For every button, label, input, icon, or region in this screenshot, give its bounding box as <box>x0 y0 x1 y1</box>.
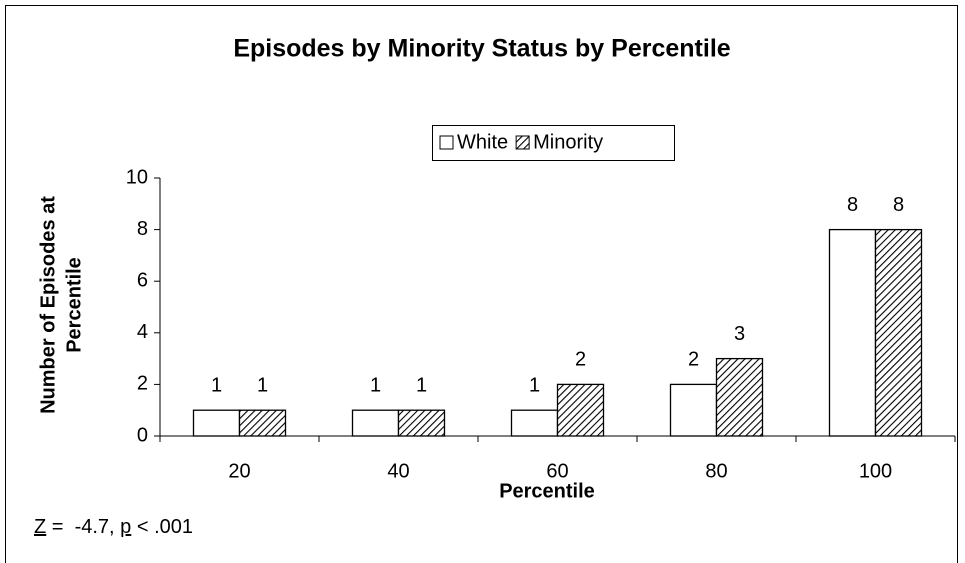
y-tick-label: 6 <box>137 269 148 291</box>
annotation: Z = -4.7, p < .001 <box>34 516 193 538</box>
data-label: 1 <box>529 374 540 396</box>
x-tick-label: 40 <box>387 460 409 482</box>
data-label: 1 <box>416 374 427 396</box>
annotation-part: p <box>120 516 131 538</box>
chart-title: Episodes by Minority Status by Percentil… <box>233 35 730 63</box>
x-tick-label: 20 <box>228 460 250 482</box>
y-axis-label: Number of Episodes at Percentile <box>37 196 85 414</box>
bar <box>192 409 241 437</box>
legend-box <box>432 125 675 161</box>
annotation-part: < .001 <box>131 516 193 538</box>
y-tick-label: 8 <box>137 218 148 240</box>
y-axis-label-line: Percentile <box>63 257 85 353</box>
x-tick-label: 80 <box>705 460 727 482</box>
x-axis-label: Percentile <box>499 480 595 502</box>
bar <box>351 409 400 437</box>
legend-swatch <box>439 135 454 150</box>
bar <box>874 228 923 437</box>
bar <box>715 357 764 437</box>
annotation-part: = -4.7, <box>46 516 120 538</box>
y-tick-label: 2 <box>137 373 148 395</box>
bar <box>397 409 446 437</box>
data-label: 1 <box>370 374 381 396</box>
bar <box>556 383 605 437</box>
chart-frame <box>5 5 958 563</box>
bar <box>238 409 287 437</box>
data-label: 8 <box>847 194 858 216</box>
x-tick-label: 60 <box>546 460 568 482</box>
legend-label: Minority <box>533 131 603 153</box>
data-label: 1 <box>257 374 268 396</box>
y-tick-label: 10 <box>126 166 148 188</box>
bar <box>669 383 718 437</box>
y-tick-label: 4 <box>137 321 148 343</box>
y-axis-label-line: Number of Episodes at <box>37 196 59 414</box>
x-tick-label: 100 <box>859 460 892 482</box>
bar <box>828 228 877 437</box>
data-label: 2 <box>688 349 699 371</box>
legend-label: White <box>457 131 508 153</box>
data-label: 1 <box>211 374 222 396</box>
y-tick-label: 0 <box>137 424 148 446</box>
data-label: 8 <box>893 194 904 216</box>
data-label: 2 <box>575 349 586 371</box>
bar <box>510 409 559 437</box>
data-label: 3 <box>734 323 745 345</box>
annotation-part: Z <box>34 516 46 538</box>
legend-swatch <box>515 135 530 150</box>
